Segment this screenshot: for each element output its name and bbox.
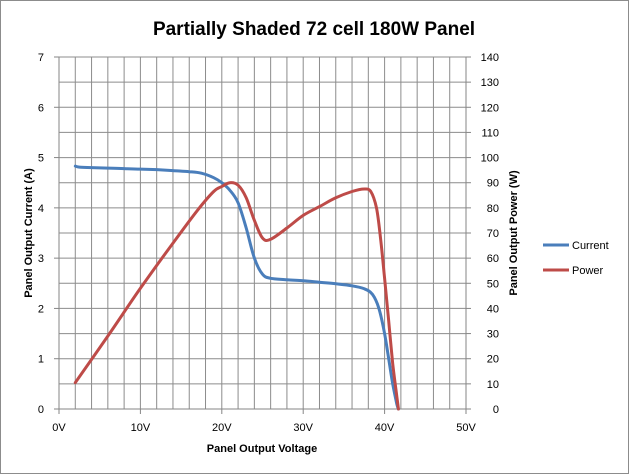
x-tick-label: 20V	[212, 422, 232, 434]
y-left-tick-label: 0	[38, 404, 44, 416]
series-line-current	[73, 164, 400, 411]
y-left-tick-label: 6	[38, 102, 44, 114]
x-axis-tick-labels: 0V 10V 20V 30V 40V 50V	[52, 422, 476, 434]
y-right-tick-label: 90	[487, 178, 499, 190]
series-lines	[73, 164, 400, 411]
y-right-tick-label: 80	[487, 203, 499, 215]
series-line-power	[73, 181, 400, 411]
x-tick-label: 30V	[293, 422, 313, 434]
y-right-tick-label: 140	[481, 52, 499, 64]
y-left-tick-label: 3	[38, 253, 44, 265]
legend-label-power: Power	[572, 265, 604, 277]
x-tick-label: 0V	[52, 422, 66, 434]
chart-title: Partially Shaded 72 cell 180W Panel	[153, 19, 475, 40]
y-right-tick-label: 50	[487, 278, 499, 290]
y-right-axis-title: Panel Output Power (W)	[508, 170, 520, 296]
y-right-tick-label: 60	[487, 253, 499, 265]
y-right-tick-label: 70	[487, 228, 499, 240]
y-right-tick-label: 120	[481, 102, 499, 114]
y-left-tick-label: 7	[38, 52, 44, 64]
y-right-axis-tick-labels: 0 10 20 30 40 50 60 70 80 90 100 110 120 130 140	[481, 52, 499, 416]
y-right-tick-label: 130	[481, 77, 499, 89]
y-right-tick-label: 110	[481, 127, 499, 139]
legend: Current Power	[543, 240, 609, 277]
y-left-axis-title: Panel Output Current (A)	[23, 168, 35, 298]
x-tick-label: 50V	[456, 422, 476, 434]
x-axis-title: Panel Output Voltage	[207, 443, 317, 455]
gridlines	[58, 56, 467, 410]
y-right-tick-label: 40	[487, 303, 499, 315]
x-tick-label: 40V	[375, 422, 395, 434]
y-left-tick-label: 1	[38, 354, 44, 366]
y-left-tick-label: 5	[38, 153, 44, 165]
y-left-tick-label: 4	[38, 203, 44, 215]
legend-label-current: Current	[572, 240, 609, 252]
y-right-tick-label: 0	[493, 404, 499, 416]
y-right-tick-label: 10	[487, 379, 499, 391]
y-right-tick-label: 20	[487, 354, 499, 366]
y-right-tick-label: 100	[481, 153, 499, 165]
x-tick-label: 10V	[131, 422, 151, 434]
y-right-tick-label: 30	[487, 329, 499, 341]
y-left-tick-label: 2	[38, 303, 44, 315]
y-left-axis-tick-labels: 0 1 2 3 4 5 6 7	[38, 52, 44, 416]
